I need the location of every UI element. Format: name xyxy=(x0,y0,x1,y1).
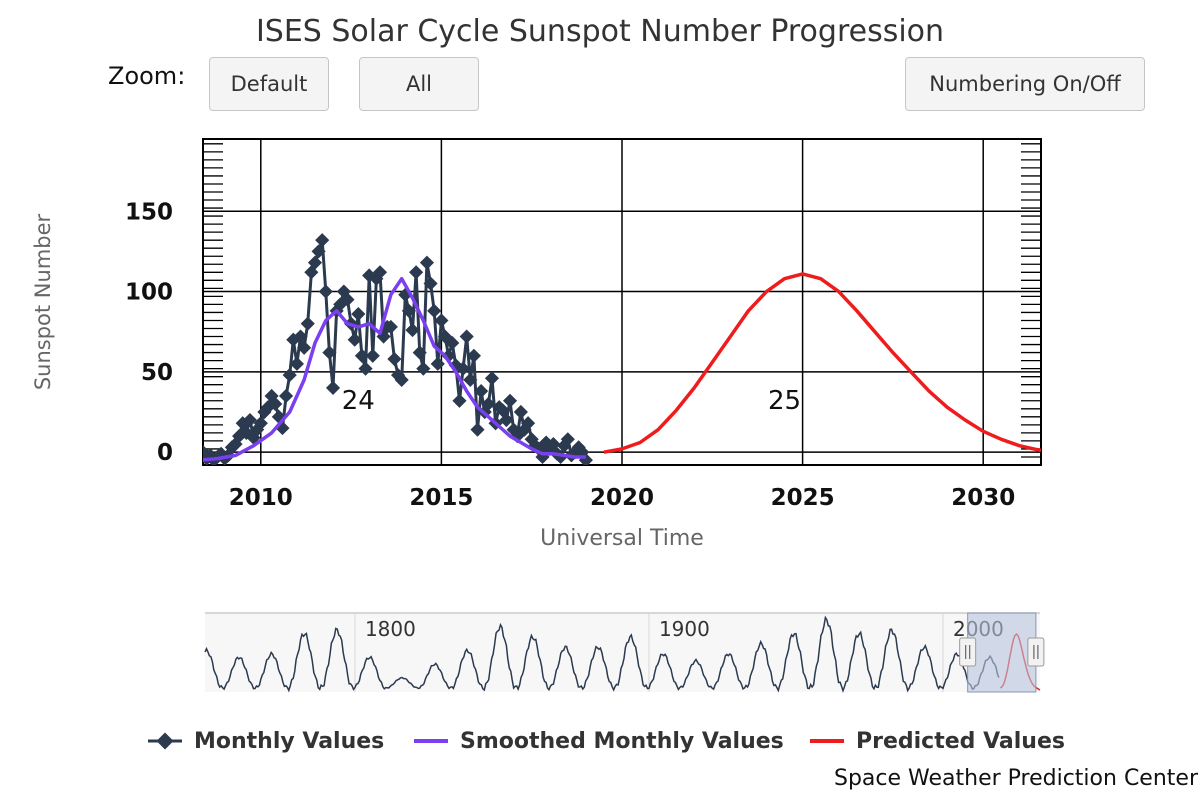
diamond-marker-icon xyxy=(148,732,182,750)
monthly-point[interactable] xyxy=(560,432,575,447)
x-tick-label: 2020 xyxy=(590,485,654,511)
monthly-point[interactable] xyxy=(484,371,500,386)
monthly-point[interactable] xyxy=(242,412,258,428)
monthly-point[interactable] xyxy=(354,348,370,363)
monthly-point[interactable] xyxy=(452,393,467,408)
monthly-point[interactable] xyxy=(372,265,388,280)
zoom-all-button[interactable]: All xyxy=(359,57,479,111)
monthly-point[interactable] xyxy=(307,255,323,270)
numbering-toggle-button[interactable]: Numbering On/Off xyxy=(905,57,1145,111)
monthly-point[interactable] xyxy=(358,361,373,376)
chart-title: ISES Solar Cycle Sunspot Number Progress… xyxy=(255,14,945,49)
x-tick-label: 2025 xyxy=(771,485,835,511)
y-tick-label: 50 xyxy=(141,360,173,386)
monthly-point[interactable] xyxy=(412,345,427,360)
monthly-point[interactable] xyxy=(394,372,409,387)
y-axis-label: Sunspot Number xyxy=(31,213,55,390)
x-tick-label: 2010 xyxy=(229,485,293,511)
legend-label-predicted: Predicted Values xyxy=(856,728,1065,754)
monthly-point[interactable] xyxy=(289,356,304,371)
y-tick-label: 0 xyxy=(157,440,173,466)
monthly-point[interactable] xyxy=(513,404,528,420)
monthly-point[interactable] xyxy=(189,453,203,467)
monthly-point[interactable] xyxy=(311,244,326,259)
legend-item-smoothed[interactable]: Smoothed Monthly Values xyxy=(414,724,784,758)
monthly-point[interactable] xyxy=(430,356,445,371)
monthly-point[interactable] xyxy=(268,396,283,412)
monthly-point[interactable] xyxy=(293,329,308,344)
monthly-point[interactable] xyxy=(181,440,195,454)
monthly-point[interactable] xyxy=(481,396,496,412)
monthly-point[interactable] xyxy=(441,348,456,363)
zoom-default-button[interactable]: Default xyxy=(209,57,329,111)
monthly-point[interactable] xyxy=(387,351,402,367)
monthly-point[interactable] xyxy=(282,367,297,383)
monthly-point[interactable] xyxy=(401,303,416,318)
monthly-point[interactable] xyxy=(340,292,355,307)
legend-label-smoothed: Smoothed Monthly Values xyxy=(460,728,784,754)
credit-text: Space Weather Prediction Center xyxy=(834,766,1198,791)
navigator[interactable]: 180019002000 xyxy=(0,600,1200,710)
navigator-history-line xyxy=(204,615,1000,694)
x-tick-label: 2015 xyxy=(409,485,473,511)
navigator-right-handle[interactable] xyxy=(1027,637,1045,667)
y-tick-label: 100 xyxy=(125,280,173,306)
monthly-point[interactable] xyxy=(253,416,268,431)
monthly-point[interactable] xyxy=(434,313,449,328)
monthly-point[interactable] xyxy=(470,422,485,437)
monthly-point[interactable] xyxy=(351,306,366,322)
navigator-selection[interactable] xyxy=(967,612,1037,693)
x-axis-label: Universal Time xyxy=(540,526,704,551)
cycle-label: 24 xyxy=(342,386,375,416)
monthly-point[interactable] xyxy=(474,384,489,399)
monthly-point[interactable] xyxy=(315,233,330,248)
x-tick-label: 2030 xyxy=(951,485,1015,511)
cycle-label: 25 xyxy=(768,386,801,416)
monthly-point[interactable] xyxy=(423,276,438,291)
predicted-values-line[interactable] xyxy=(603,272,1041,454)
monthly-point[interactable] xyxy=(300,316,315,331)
monthly-point[interactable] xyxy=(502,393,518,408)
handle-box xyxy=(1027,637,1045,667)
monthly-point[interactable] xyxy=(279,388,294,404)
monthly-point[interactable] xyxy=(459,329,474,344)
monthly-point[interactable] xyxy=(445,335,460,351)
handle-box xyxy=(959,637,977,667)
line-swatch-icon xyxy=(414,739,448,743)
navigator-background xyxy=(205,613,1040,692)
legend-item-predicted[interactable]: Predicted Values xyxy=(810,724,1065,758)
monthly-point[interactable] xyxy=(325,380,341,395)
main-chart[interactable]: 2010 2015 2020 2025 2030 0 50 100 150 24 25 Sunspo… xyxy=(0,0,1200,560)
navigator-tick-label: 1800 xyxy=(365,617,416,641)
monthly-point[interactable] xyxy=(499,412,514,428)
monthly-point[interactable] xyxy=(347,332,362,347)
monthly-point[interactable] xyxy=(365,348,380,363)
monthly-point[interactable] xyxy=(416,361,431,376)
navigator-left-handle[interactable] xyxy=(959,637,977,667)
legend-label-monthly: Monthly Values xyxy=(194,728,385,754)
line-swatch-icon xyxy=(810,739,844,743)
monthly-point[interactable] xyxy=(427,303,442,318)
monthly-point[interactable] xyxy=(383,319,398,334)
monthly-point[interactable] xyxy=(466,348,481,363)
smoothed-monthly-values-line[interactable] xyxy=(163,276,586,462)
monthly-point[interactable] xyxy=(318,284,333,299)
monthly-point[interactable] xyxy=(521,416,536,431)
monthly-point[interactable] xyxy=(455,361,471,376)
monthly-point[interactable] xyxy=(409,265,424,280)
monthly-point[interactable] xyxy=(185,447,199,461)
monthly-point[interactable] xyxy=(419,255,435,270)
monthly-point[interactable] xyxy=(463,372,478,387)
monthly-point[interactable] xyxy=(405,323,420,338)
y-tick-label: 150 xyxy=(125,199,173,225)
zoom-label: Zoom: xyxy=(108,62,186,90)
monthly-point[interactable] xyxy=(297,340,312,355)
navigator-tick-label: 1900 xyxy=(659,617,710,641)
series-group xyxy=(163,233,1041,467)
legend-item-monthly[interactable]: Monthly Values xyxy=(148,724,384,758)
monthly-point[interactable] xyxy=(322,345,337,360)
